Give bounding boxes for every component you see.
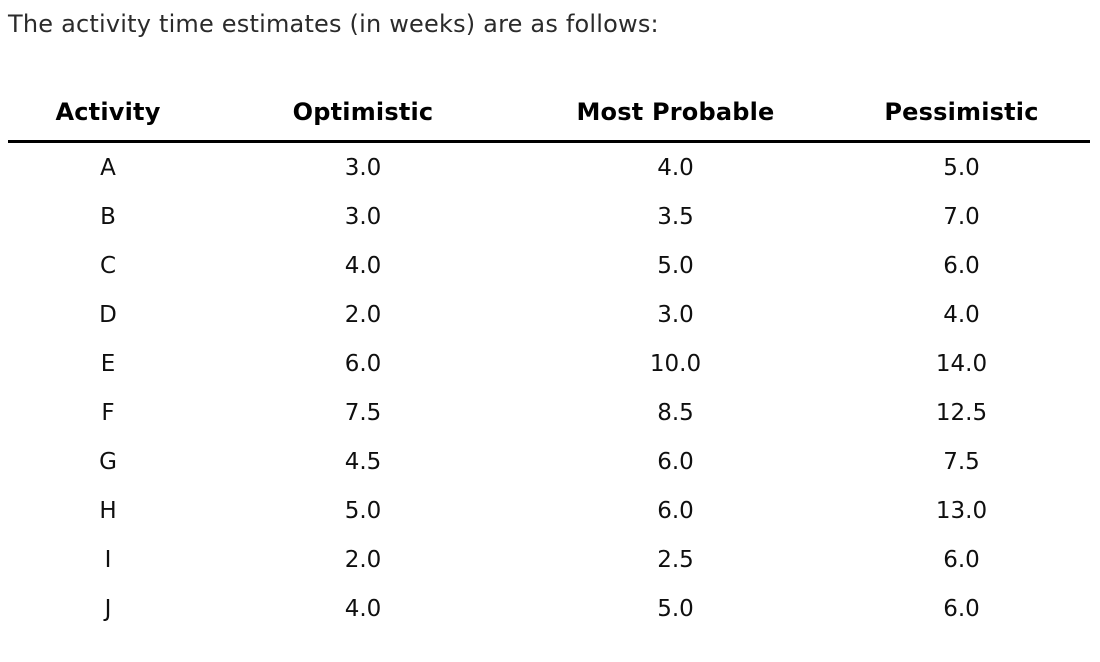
column-header-most-probable: Most Probable (518, 83, 833, 143)
cell-pessimistic: 14.0 (935, 350, 988, 377)
cell-most-probable: 5.0 (657, 595, 694, 622)
cell-pessimistic: 12.5 (935, 399, 988, 426)
cell-optimistic: 3.0 (344, 203, 382, 230)
table-row: G 4.5 6.0 7.5 (8, 437, 1090, 486)
cell-most-probable: 3.5 (657, 203, 694, 230)
cell-most-probable: 5.0 (657, 252, 694, 279)
cell-pessimistic: 7.0 (943, 203, 980, 230)
cell-activity: A (100, 154, 116, 181)
cell-most-probable: 6.0 (657, 448, 694, 475)
cell-activity: E (100, 350, 116, 377)
cell-optimistic: 2.0 (344, 546, 382, 573)
cell-optimistic: 6.0 (344, 350, 382, 377)
cell-activity: G (99, 448, 117, 475)
table-row: E 6.0 10.0 14.0 (8, 339, 1090, 388)
table-row: I 2.0 2.5 6.0 (8, 535, 1090, 584)
cell-most-probable: 2.5 (657, 546, 694, 573)
cell-activity: F (101, 399, 115, 426)
column-header-pessimistic: Pessimistic (833, 83, 1090, 143)
cell-activity: B (100, 203, 116, 230)
cell-activity: C (99, 252, 117, 279)
table-row: J 4.0 5.0 6.0 (8, 584, 1090, 633)
cell-activity: J (104, 595, 112, 622)
table-row: A 3.0 4.0 5.0 (8, 142, 1090, 193)
cell-optimistic: 5.0 (344, 497, 382, 524)
cell-pessimistic: 7.5 (943, 448, 980, 475)
cell-most-probable: 10.0 (649, 350, 702, 377)
cell-pessimistic: 5.0 (943, 154, 980, 181)
table-header: Activity Optimistic Most Probable Pessim… (8, 83, 1090, 143)
cell-optimistic: 4.5 (344, 448, 382, 475)
cell-optimistic: 3.0 (344, 154, 382, 181)
cell-optimistic: 7.5 (344, 399, 382, 426)
cell-pessimistic: 4.0 (943, 301, 980, 328)
intro-text: The activity time estimates (in weeks) a… (8, 10, 659, 38)
cell-activity: H (99, 497, 117, 524)
cell-optimistic: 2.0 (344, 301, 382, 328)
activity-estimates-table: Activity Optimistic Most Probable Pessim… (8, 83, 1090, 633)
cell-pessimistic: 13.0 (935, 497, 988, 524)
table-row: F 7.5 8.5 12.5 (8, 388, 1090, 437)
cell-pessimistic: 6.0 (943, 595, 980, 622)
table-row: B 3.0 3.5 7.0 (8, 192, 1090, 241)
table-body: A 3.0 4.0 5.0 B 3.0 3.5 7.0 C 4.0 5.0 6.… (8, 142, 1090, 634)
cell-most-probable: 8.5 (657, 399, 694, 426)
cell-most-probable: 4.0 (657, 154, 694, 181)
cell-pessimistic: 6.0 (943, 546, 980, 573)
cell-most-probable: 3.0 (657, 301, 694, 328)
column-header-activity: Activity (8, 83, 208, 143)
cell-activity: D (99, 301, 117, 328)
header-row: Activity Optimistic Most Probable Pessim… (8, 83, 1090, 143)
cell-most-probable: 6.0 (657, 497, 694, 524)
cell-activity: I (104, 546, 112, 573)
table-row: D 2.0 3.0 4.0 (8, 290, 1090, 339)
cell-optimistic: 4.0 (344, 595, 382, 622)
cell-pessimistic: 6.0 (943, 252, 980, 279)
column-header-optimistic: Optimistic (208, 83, 518, 143)
table-row: C 4.0 5.0 6.0 (8, 241, 1090, 290)
cell-optimistic: 4.0 (344, 252, 382, 279)
table-row: H 5.0 6.0 13.0 (8, 486, 1090, 535)
